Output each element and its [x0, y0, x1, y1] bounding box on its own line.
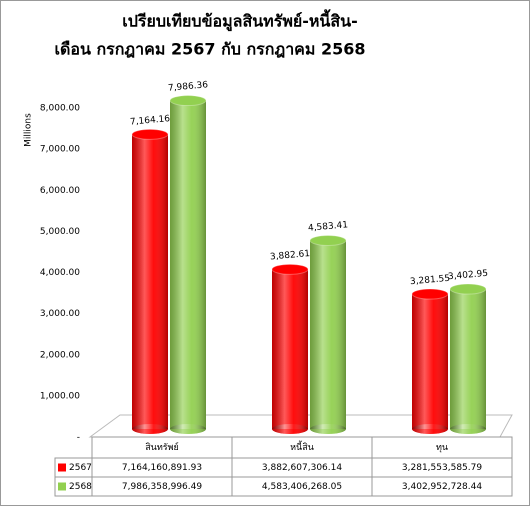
legend-swatch: [58, 463, 66, 472]
table-cell: 7,164,160,891.93: [122, 463, 202, 473]
value-label: 3,882.61: [270, 249, 311, 262]
x-tick-label: สินทรัพย์: [145, 441, 179, 453]
table-cell: 4,583,406,268.05: [262, 482, 342, 492]
value-label: 7,986.36: [168, 80, 209, 93]
legend-swatch: [58, 482, 66, 491]
y-tick-label: -: [77, 433, 80, 443]
table-cell: 3,402,952,728.44: [402, 482, 482, 492]
y-tick-label: 6,000.00: [40, 186, 80, 196]
legend-label: 2568: [69, 482, 92, 492]
y-tick-label: 7,000.00: [40, 145, 80, 155]
x-tick-label: ทุน: [436, 443, 448, 453]
bar: [309, 235, 347, 434]
bar: [449, 283, 487, 434]
bar: [411, 288, 449, 434]
value-label: 3,402.95: [448, 269, 489, 282]
y-axis-label: Millions: [24, 113, 34, 147]
x-tick-label: หนี้สิน: [290, 440, 314, 453]
chart-title: เดือน กรกฎาคม 2567 กับ กรกฎาคม 2568: [54, 40, 365, 59]
y-tick-label: 3,000.00: [40, 309, 80, 319]
table-cell: 3,281,553,585.79: [402, 463, 482, 473]
y-tick-label: 5,000.00: [40, 227, 80, 237]
y-tick-label: 8,000.00: [40, 104, 80, 114]
table-cell: 7,986,358,996.49: [122, 482, 202, 492]
value-label: 7,164.16: [130, 114, 171, 127]
chart-title: เปรียบเทียบข้อมูลสินทรัพย์-หนี้สิน-: [122, 9, 357, 33]
y-tick-label: 2,000.00: [40, 350, 80, 360]
bar: [169, 95, 207, 434]
legend-label: 2567: [69, 463, 92, 473]
bar: [271, 263, 309, 434]
table-cell: 3,882,607,306.14: [262, 463, 342, 473]
value-label: 3,281.55: [410, 274, 451, 287]
y-tick-label: 4,000.00: [40, 268, 80, 278]
y-tick-label: 1,000.00: [40, 391, 80, 401]
bar: [131, 128, 169, 434]
value-label: 4,583.41: [308, 220, 349, 233]
